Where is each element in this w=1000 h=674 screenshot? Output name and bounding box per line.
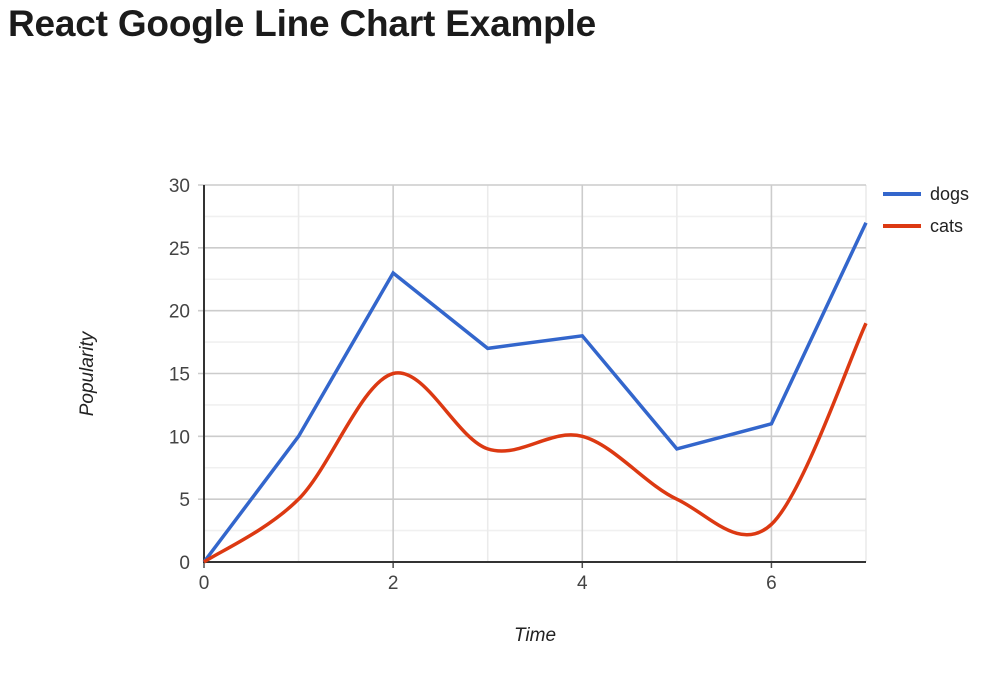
x-tick-label: 0 (199, 573, 210, 594)
cats-line (203, 322, 868, 564)
y-tick-label: 25 (169, 239, 190, 260)
y-tick-label: 0 (179, 553, 190, 574)
page-title: React Google Line Chart Example (8, 3, 597, 44)
x-tick-label: 4 (577, 573, 588, 594)
x-tick-label: 6 (766, 573, 777, 594)
legend: dogs cats (883, 183, 969, 247)
dogs-line-swatch (883, 192, 921, 196)
x-tick-label: 2 (388, 573, 399, 594)
legend-label-dogs: dogs (930, 184, 970, 204)
y-axis-title: Popularity (77, 331, 98, 417)
legend-item-cats: cats (883, 215, 969, 237)
legend-item-dogs: dogs (883, 183, 969, 205)
cats-line-swatch (883, 224, 921, 228)
dogs-line (202, 221, 868, 564)
y-tick-label: 5 (179, 490, 190, 511)
legend-label-cats: cats (930, 216, 964, 236)
y-tick-label: 15 (169, 365, 190, 386)
x-axis-title: Time (513, 625, 557, 646)
y-tick-label: 30 (169, 176, 190, 197)
y-tick-label: 10 (169, 427, 190, 448)
y-tick-label: 20 (169, 302, 190, 323)
